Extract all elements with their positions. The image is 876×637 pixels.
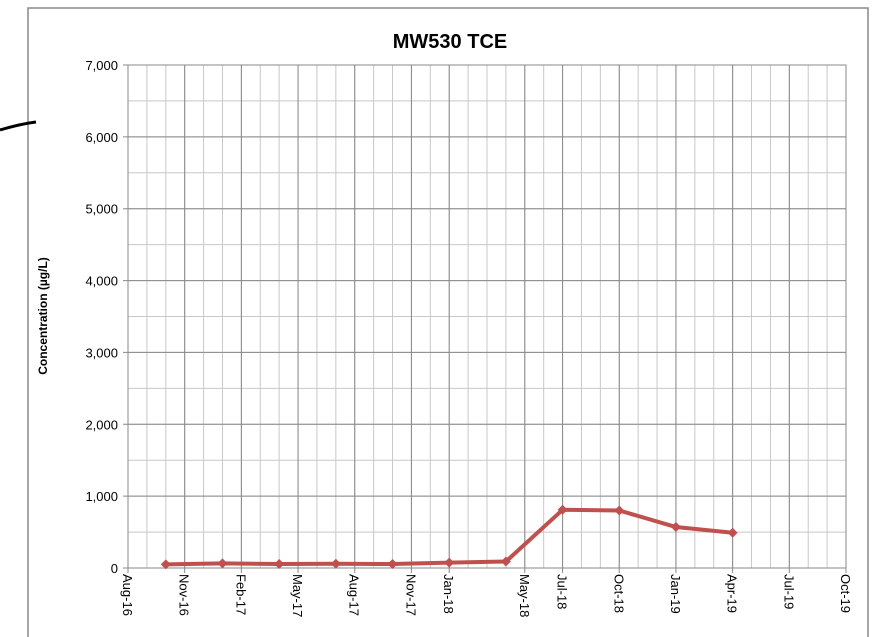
x-tick-label: Apr-19 — [725, 574, 740, 613]
x-tick-label: May-18 — [517, 574, 532, 617]
data-point — [670, 522, 681, 533]
y-tick-label: 2,000 — [85, 417, 118, 432]
x-tick-label: Jan-19 — [668, 574, 683, 614]
data-point — [727, 527, 738, 538]
data-point — [444, 557, 455, 568]
edge-stroke — [0, 120, 37, 132]
data-point — [274, 559, 285, 570]
y-tick-label: 3,000 — [85, 345, 118, 360]
x-tick-label: Aug-17 — [347, 574, 362, 616]
y-tick-label: 1,000 — [85, 489, 118, 504]
x-tick-label: Oct-19 — [838, 574, 853, 613]
y-tick-label: 0 — [111, 561, 118, 576]
data-point — [160, 559, 171, 570]
data-point — [387, 559, 398, 570]
x-tick-label: May-17 — [290, 574, 305, 617]
data-point — [217, 558, 228, 569]
x-tick-label: Nov-17 — [403, 574, 418, 616]
x-tick-label: Jul-18 — [555, 574, 570, 609]
chart-frame — [27, 7, 869, 637]
y-tick-label: 6,000 — [85, 130, 118, 145]
x-tick-label: Nov-16 — [177, 574, 192, 616]
y-tick-label: 7,000 — [85, 58, 118, 73]
chart-title: MW530 TCE — [393, 31, 507, 53]
data-point — [500, 556, 511, 567]
y-axis-label: Concentration (µg/L) — [36, 257, 50, 375]
x-tick-label: Aug-16 — [120, 574, 135, 616]
x-tick-label: Feb-17 — [233, 574, 248, 615]
y-tick-label: 4,000 — [85, 274, 118, 289]
x-tick-label: Jul-19 — [781, 574, 796, 609]
plot-area — [127, 64, 847, 569]
y-tick-label: 5,000 — [85, 202, 118, 217]
x-tick-label: Oct-18 — [611, 574, 626, 613]
x-tick-label: Jan-18 — [441, 574, 456, 614]
data-point — [330, 558, 341, 569]
data-point — [557, 504, 568, 515]
data-point — [614, 505, 625, 516]
